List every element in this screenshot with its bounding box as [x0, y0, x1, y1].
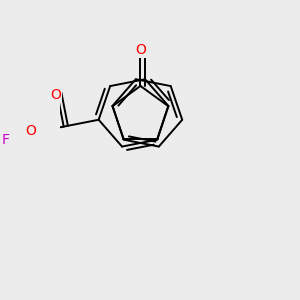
Text: O: O	[50, 88, 61, 102]
Text: F: F	[2, 133, 10, 147]
Text: O: O	[135, 43, 146, 57]
Text: O: O	[25, 124, 36, 138]
